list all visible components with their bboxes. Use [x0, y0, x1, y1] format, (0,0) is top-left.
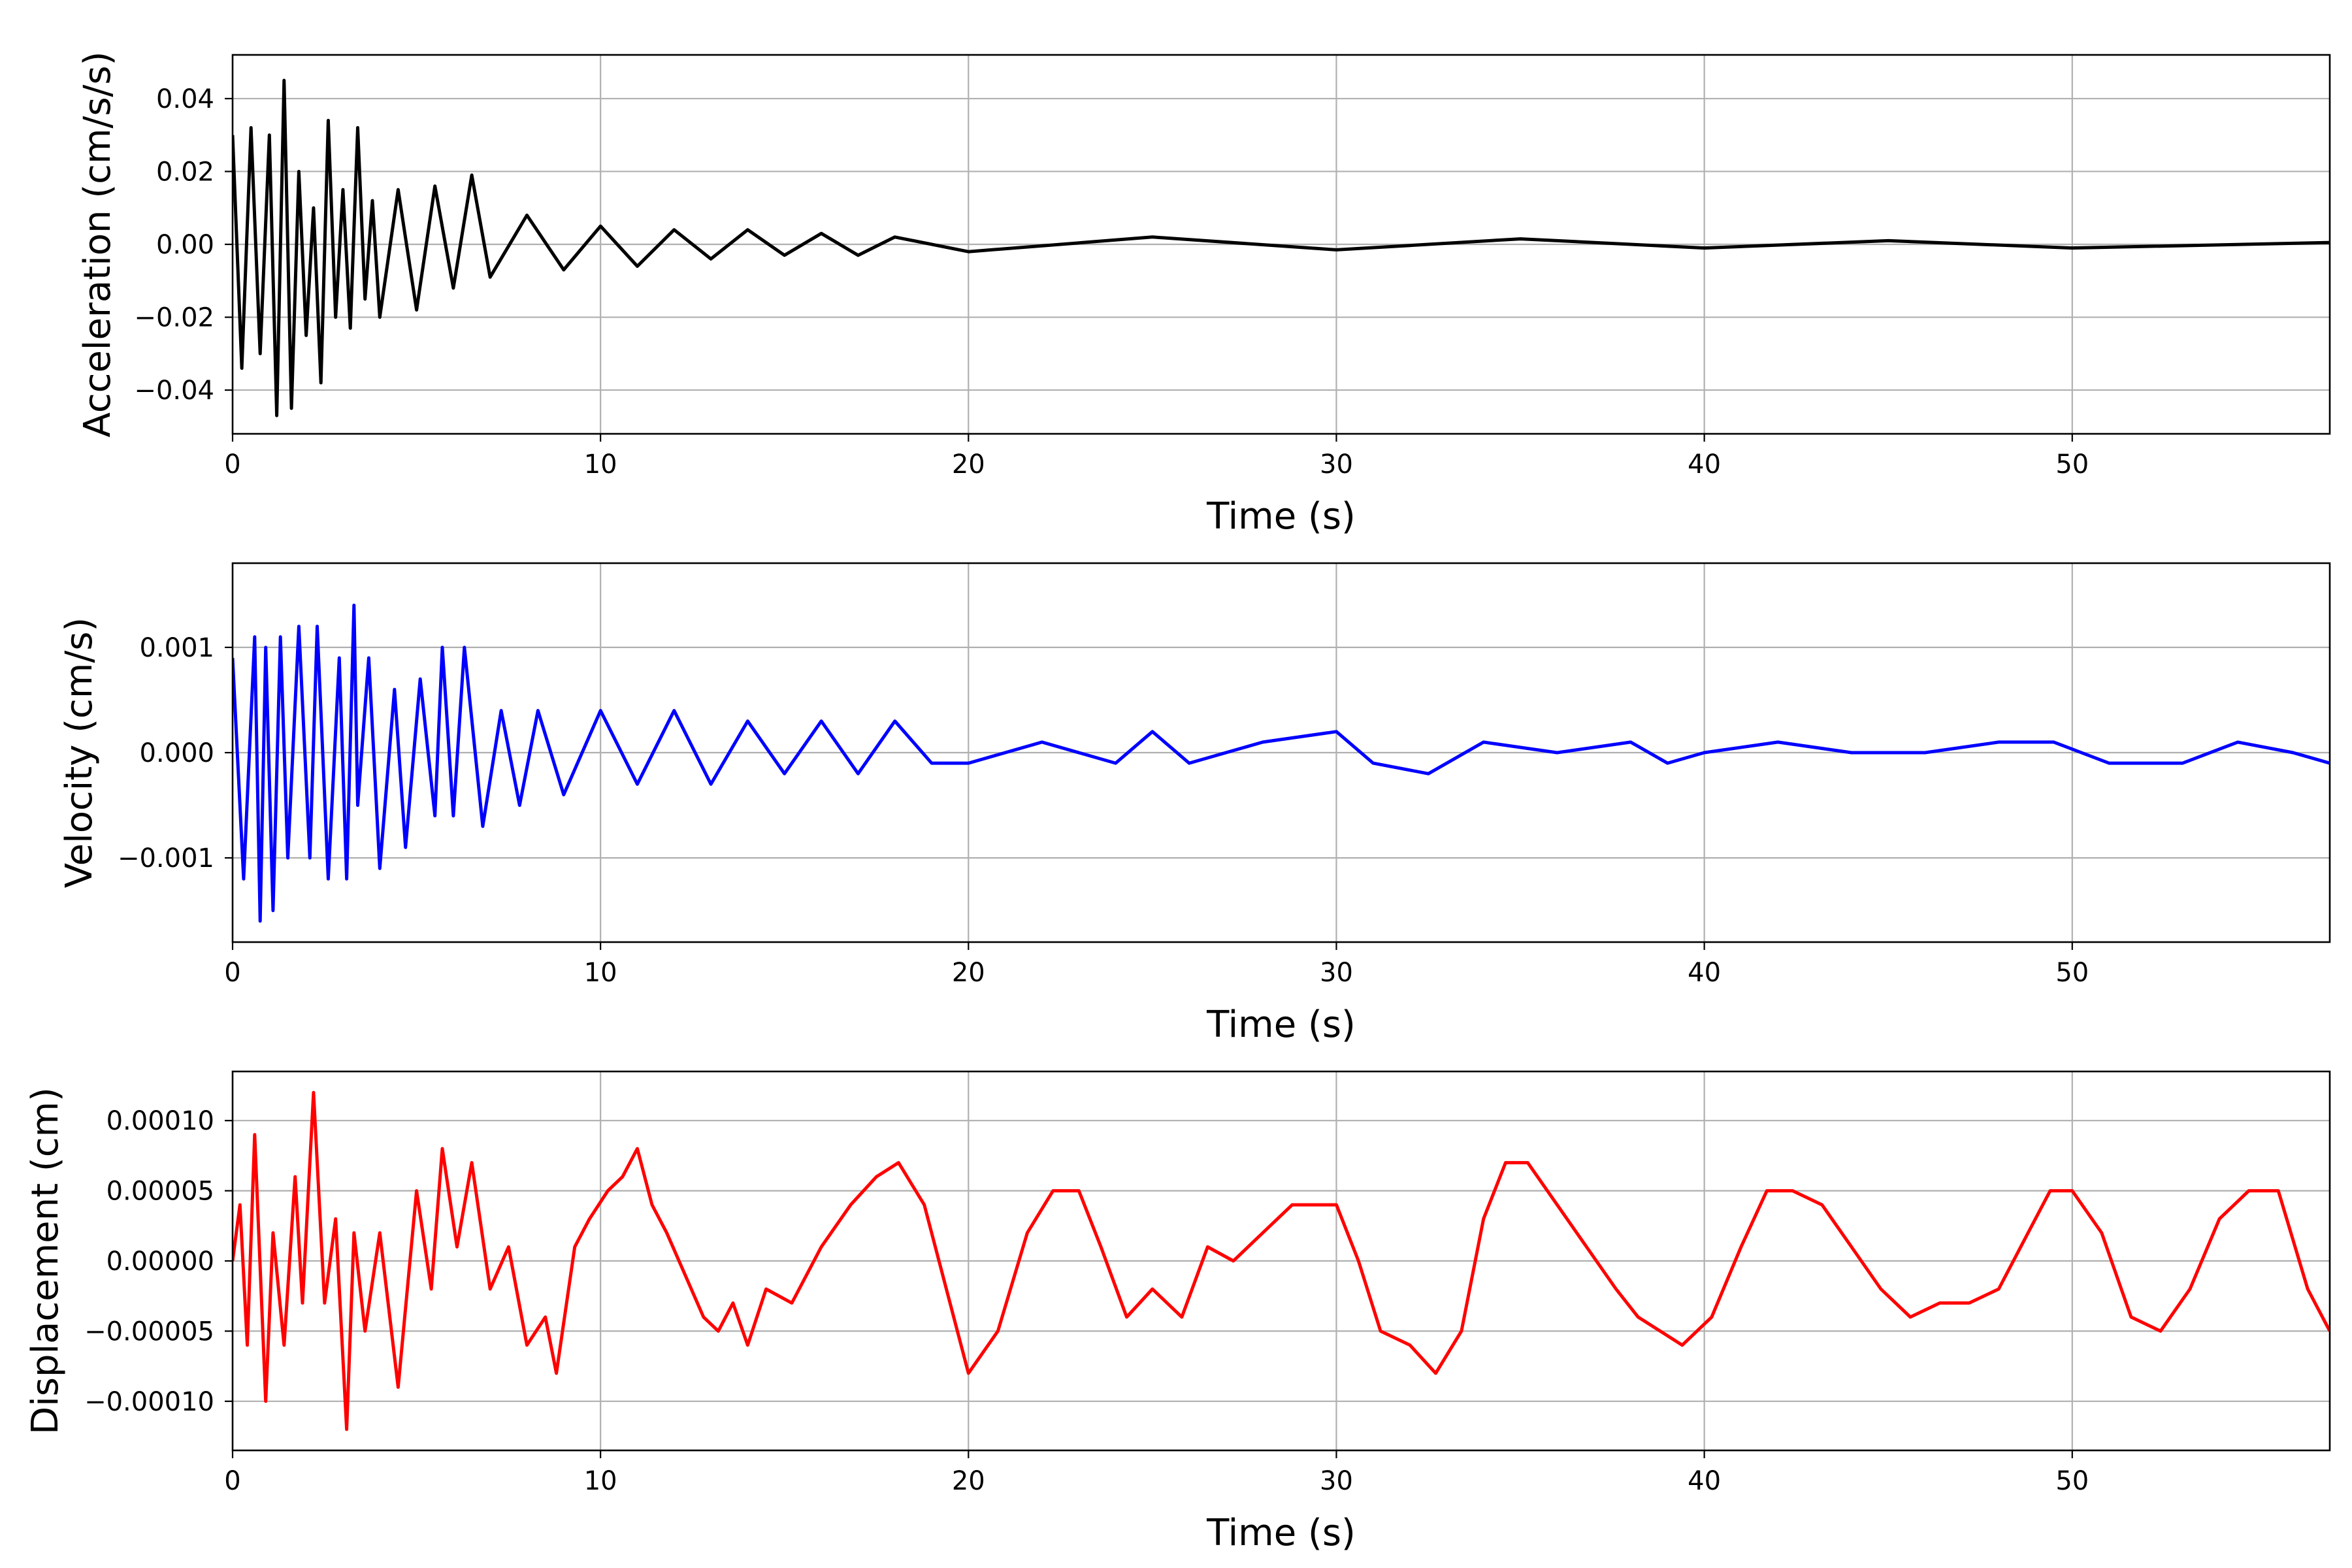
displacement-x-tick-label: 40 — [1688, 1466, 1721, 1496]
displacement-y-tick-label: −0.00005 — [84, 1316, 214, 1347]
velocity-x-tick-label: 10 — [584, 958, 617, 988]
velocity-series-line — [233, 603, 2330, 923]
displacement-x-tick-label: 20 — [952, 1466, 985, 1496]
velocity-x-tick-label: 40 — [1688, 958, 1721, 988]
acceleration-y-axis-label: Acceleration (cm/s/s) — [76, 52, 119, 438]
displacement-series-line — [233, 1090, 2330, 1431]
acceleration-x-tick-label: 20 — [952, 449, 985, 480]
displacement-y-axis-label: Displacement (cm) — [24, 1087, 67, 1435]
acceleration-y-tick-label: −0.04 — [134, 376, 214, 406]
displacement-x-tick-label: 10 — [584, 1466, 617, 1496]
acceleration-x-tick-label: 30 — [1320, 449, 1353, 480]
acceleration-y-tick-label: 0.02 — [156, 157, 214, 187]
velocity-x-tick-label: 20 — [952, 958, 985, 988]
displacement-panel: 0 10 20 30 40 50 −0.00010 −0.00005 0.00000 0.0000… — [24, 1070, 2331, 1554]
displacement-x-tick-label: 0 — [224, 1466, 240, 1496]
velocity-y-tick-label: 0.001 — [139, 633, 214, 663]
displacement-y-tick-label: 0.00010 — [106, 1106, 214, 1136]
velocity-panel: 0 10 20 30 40 50 −0.001 0.000 0.001 Time (s) Veloc… — [58, 562, 2331, 1046]
velocity-y-axis-label: Velocity (cm/s) — [58, 617, 101, 889]
acceleration-panel: 0 10 20 30 40 50 −0.04 −0.02 0.00 0.02 0.04 Time (s… — [76, 52, 2331, 538]
acceleration-x-tick-label: 10 — [584, 449, 617, 480]
acceleration-x-tick-label: 50 — [2055, 449, 2089, 480]
velocity-x-axis-label: Time (s) — [1206, 1004, 1356, 1046]
displacement-y-tick-label: 0.00000 — [106, 1247, 214, 1277]
acceleration-y-tick-label: 0.00 — [156, 230, 214, 260]
acceleration-series-line — [233, 78, 2330, 417]
displacement-x-tick-label: 50 — [2055, 1466, 2089, 1496]
displacement-x-tick-label: 30 — [1320, 1466, 1353, 1496]
velocity-y-tick-label: −0.001 — [118, 843, 214, 874]
acceleration-y-tick-label: 0.04 — [156, 84, 214, 114]
velocity-x-tick-label: 50 — [2055, 958, 2089, 988]
velocity-x-tick-label: 30 — [1320, 958, 1353, 988]
velocity-y-tick-label: 0.000 — [139, 738, 214, 768]
chart-panels: 0 10 20 30 40 50 −0.04 −0.02 0.00 0.02 0.04 Time (s… — [24, 52, 2331, 1554]
acceleration-y-tick-label: −0.02 — [134, 303, 214, 333]
acceleration-x-axis-label: Time (s) — [1206, 495, 1356, 538]
displacement-y-tick-label: 0.00005 — [106, 1177, 214, 1207]
displacement-y-tick-label: −0.00010 — [84, 1387, 214, 1417]
acceleration-x-tick-label: 40 — [1688, 449, 1721, 480]
velocity-x-tick-label: 0 — [224, 958, 240, 988]
displacement-x-axis-label: Time (s) — [1206, 1512, 1356, 1554]
acceleration-x-tick-label: 0 — [224, 449, 240, 480]
